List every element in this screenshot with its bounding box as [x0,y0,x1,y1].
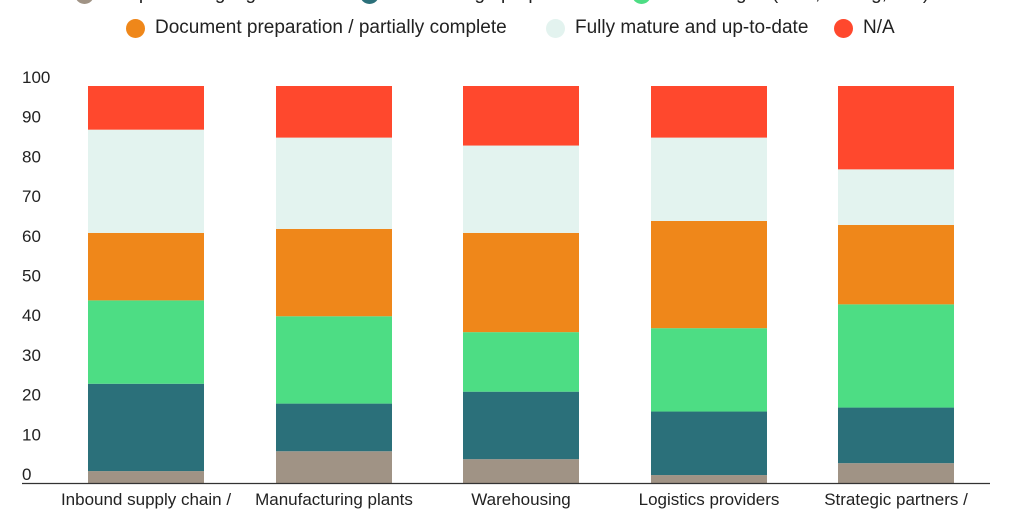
legend-swatch [546,18,565,38]
bar-segment [651,86,767,138]
y-tick-label: 50 [22,267,41,286]
y-tick-label: 30 [22,346,41,365]
legend-label: N/A [863,17,895,38]
legend-item: Not prioritising digitalisation [75,0,335,5]
bar-segment [651,220,767,329]
bar-segment [651,328,767,412]
bar-segment [651,411,767,476]
bar-segment [88,471,204,483]
bar-segment [838,304,954,408]
legend-swatch [632,0,651,4]
legend-item: Initial stages (Pilot, testing, etc.) [632,0,929,5]
x-tick-label: Strategic partners / [824,490,968,509]
legend-item: Fully mature and up-to-date [546,17,808,39]
legend-swatch [75,0,94,4]
bar-segment [88,129,204,233]
legend-item: N/A [834,17,895,39]
legend-swatch [834,18,853,38]
x-tick-label: Manufacturing plants [255,490,413,509]
legend-item: Document preparation / partially complet… [126,17,507,39]
bar-segment [838,407,954,464]
legend-label: Resourcing / preparation [389,0,597,5]
bar-segment [276,228,392,317]
bar-segment [838,86,954,170]
y-tick-label: 90 [22,108,41,127]
bar-segment [276,316,392,404]
bar-segment [463,232,579,333]
x-tick-label: Inbound supply chain / [61,490,231,509]
legend-label: Initial stages (Pilot, testing, etc.) [661,0,929,5]
bar-segment [276,451,392,483]
bar-segment [463,391,579,460]
bar-segment [651,475,767,483]
y-tick-label: 10 [22,425,41,444]
bar-segment [651,137,767,221]
bar-segment [838,224,954,305]
bar-segment [463,145,579,233]
bar-segment [276,403,392,452]
bar-segment [463,86,579,146]
bar-segment [88,300,204,384]
bar-segment [88,86,204,130]
y-tick-label: 40 [22,306,41,325]
legend-swatch [126,18,145,38]
bar-segment [838,169,954,225]
bar-segment [463,332,579,392]
bar-segment [88,232,204,301]
bar-segment [276,86,392,138]
y-tick-label: 60 [22,227,41,246]
legend-label: Fully mature and up-to-date [575,17,809,38]
y-tick-label: 0 [22,465,31,484]
bar-segment [463,459,579,483]
legend-swatch [360,0,379,4]
bar-segment [276,137,392,229]
y-tick-label: 80 [22,147,41,166]
legend-item: Resourcing / preparation [360,0,597,5]
y-tick-label: 100 [22,68,50,87]
legend-label: Not prioritising digitalisation [104,0,335,5]
x-tick-label: Logistics providers [639,490,780,509]
legend-label: Document preparation / partially complet… [155,17,507,38]
bar-segment [838,463,954,483]
x-tick-label: Warehousing [471,490,571,509]
bar-segment [88,383,204,472]
y-tick-label: 20 [22,386,41,405]
y-tick-label: 70 [22,187,41,206]
